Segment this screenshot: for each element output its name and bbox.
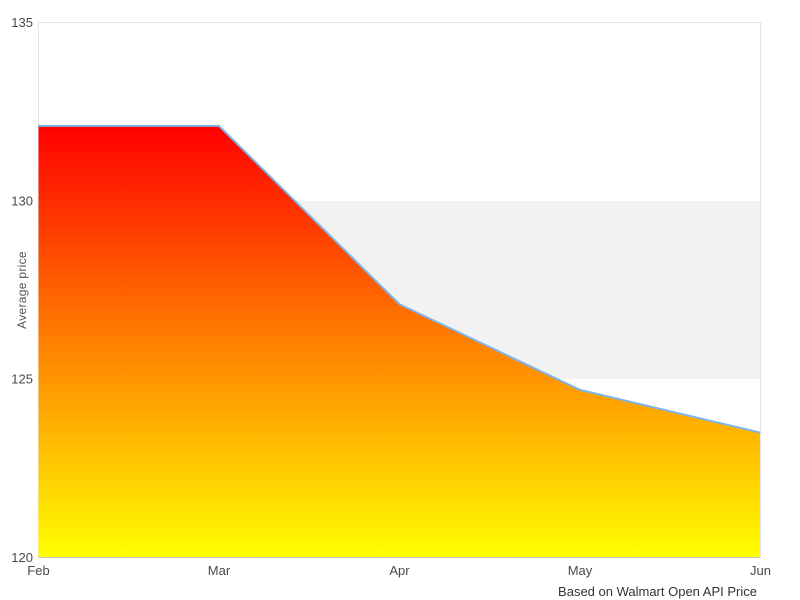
y-axis-title: Average price: [15, 251, 29, 329]
y-tick-label: 135: [11, 15, 33, 30]
y-tick-label: 125: [11, 372, 33, 387]
x-tick-label: Feb: [27, 563, 49, 578]
x-tick-label: Mar: [208, 563, 231, 578]
chart-caption: Based on Walmart Open API Price: [558, 584, 757, 599]
area-series[interactable]: [38, 125, 761, 558]
series-line[interactable]: [37, 124, 762, 434]
y-tick-label: 130: [11, 193, 33, 208]
x-tick-label: May: [568, 563, 593, 578]
y-tick-label: 120: [11, 550, 33, 565]
x-tick-label: Apr: [389, 563, 410, 578]
x-tick-label: Jun: [750, 563, 771, 578]
